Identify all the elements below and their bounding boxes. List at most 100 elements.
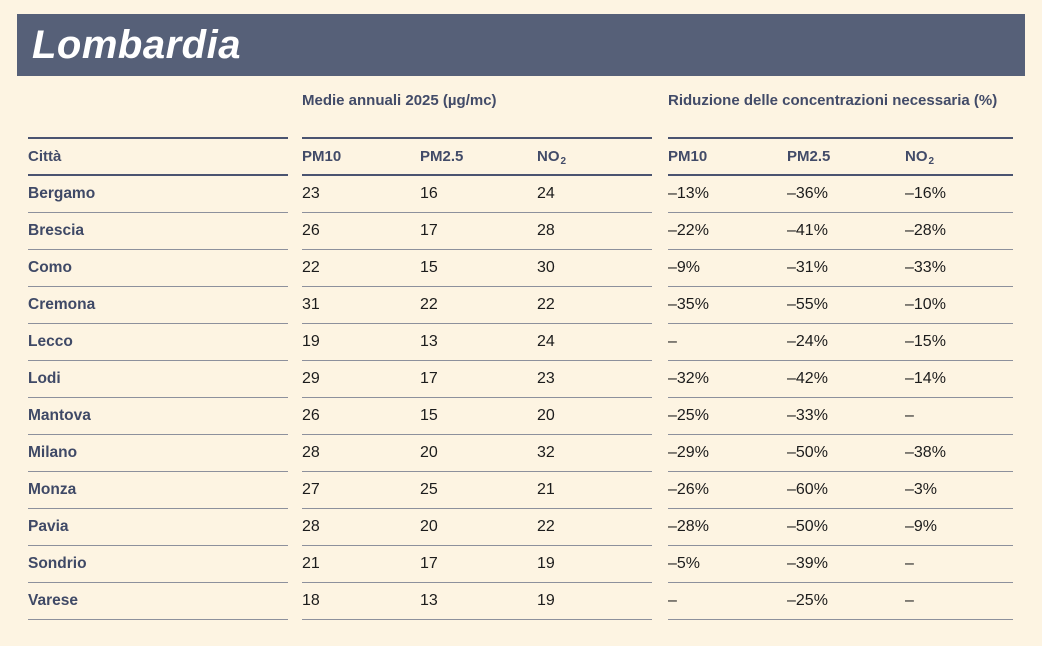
riduzione-pm10-value: –25%: [668, 407, 709, 424]
medie-no2-value: 19: [537, 555, 555, 572]
medie-no2-value: 24: [537, 333, 555, 350]
medie-pm10-value: 22: [302, 259, 320, 276]
medie-pm10-value: 31: [302, 296, 320, 313]
riduzione-pm10-value: –26%: [668, 481, 709, 498]
city-name: Lodi: [28, 361, 288, 398]
riduzione-no2-value: –38%: [905, 444, 946, 461]
riduzione-pm25-value: –60%: [787, 481, 828, 498]
column-header-riduzione-pm10: PM10: [668, 148, 708, 165]
medie-pm25-value: 17: [420, 222, 438, 239]
medie-pm25-value: 15: [420, 259, 438, 276]
region-banner: Lombardia: [17, 14, 1025, 76]
medie-no2-value: 21: [537, 481, 555, 498]
medie-pm25-value: 17: [420, 555, 438, 572]
no2-label-base: NO: [905, 148, 928, 165]
medie-values: 28 20 22: [302, 509, 652, 546]
riduzione-values: –29% –50% –38%: [668, 435, 1013, 472]
riduzione-pm25-value: –33%: [787, 407, 828, 424]
city-name: Mantova: [28, 398, 288, 435]
riduzione-no2-value: –16%: [905, 185, 946, 202]
medie-values: 26 17 28: [302, 213, 652, 250]
riduzione-pm10-value: –35%: [668, 296, 709, 313]
riduzione-column-headers: PM10 PM2.5 NO 2: [668, 139, 1013, 176]
no2-label-base: NO: [537, 148, 560, 165]
column-header-medie-pm25: PM2.5: [420, 148, 464, 165]
riduzione-no2-value: –9%: [905, 518, 938, 535]
column-header-riduzione-pm25: PM2.5: [787, 148, 831, 165]
medie-pm10-value: 28: [302, 444, 320, 461]
riduzione-no2-value: –: [905, 592, 914, 609]
riduzione-pm10-value: –22%: [668, 222, 709, 239]
medie-pm10-value: 21: [302, 555, 320, 572]
medie-values: 28 20 32: [302, 435, 652, 472]
medie-pm10-value: 19: [302, 333, 320, 350]
riduzione-pm25-value: –41%: [787, 222, 828, 239]
group-header-riduzione: Riduzione delle concentrazioni necessari…: [668, 88, 1013, 139]
table-row: Cremona 31 22 22 –35% –55% –10%: [28, 287, 1013, 324]
column-header-row: Città PM10 PM2.5 NO 2 PM10 PM2.5 NO 2: [28, 139, 1013, 176]
riduzione-pm25-value: –39%: [787, 555, 828, 572]
medie-pm10-value: 27: [302, 481, 320, 498]
medie-pm25-value: 22: [420, 296, 438, 313]
medie-values: 29 17 23: [302, 361, 652, 398]
riduzione-values: – –25% –: [668, 583, 1013, 620]
medie-no2-value: 24: [537, 185, 555, 202]
riduzione-no2-value: –33%: [905, 259, 946, 276]
city-name: Bergamo: [28, 176, 288, 213]
city-name: Sondrio: [28, 546, 288, 583]
medie-values: 31 22 22: [302, 287, 652, 324]
city-name: Monza: [28, 472, 288, 509]
column-header-riduzione-no2: NO 2: [905, 139, 1013, 174]
table-row: Como 22 15 30 –9% –31% –33%: [28, 250, 1013, 287]
no2-label-subscript: 2: [560, 156, 567, 167]
medie-pm25-value: 13: [420, 592, 438, 609]
riduzione-pm25-value: –50%: [787, 444, 828, 461]
medie-values: 26 15 20: [302, 398, 652, 435]
table-row: Milano 28 20 32 –29% –50% –38%: [28, 435, 1013, 472]
riduzione-values: –25% –33% –: [668, 398, 1013, 435]
riduzione-pm25-value: –42%: [787, 370, 828, 387]
no2-label-subscript: 2: [928, 156, 935, 167]
table-row: Bergamo 23 16 24 –13% –36% –16%: [28, 176, 1013, 213]
riduzione-values: – –24% –15%: [668, 324, 1013, 361]
column-header-medie-pm10: PM10: [302, 148, 342, 165]
city-name: Brescia: [28, 213, 288, 250]
group-header-medie-label: Medie annuali 2025 (µg/mc): [302, 92, 497, 109]
table-row: Mantova 26 15 20 –25% –33% –: [28, 398, 1013, 435]
riduzione-pm25-value: –25%: [787, 592, 828, 609]
medie-pm10-value: 26: [302, 222, 320, 239]
riduzione-values: –35% –55% –10%: [668, 287, 1013, 324]
table-body: Bergamo 23 16 24 –13% –36% –16% Brescia …: [28, 176, 1013, 620]
medie-values: 27 25 21: [302, 472, 652, 509]
medie-no2-value: 30: [537, 259, 555, 276]
medie-pm25-value: 25: [420, 481, 438, 498]
city-name: Varese: [28, 583, 288, 620]
riduzione-values: –22% –41% –28%: [668, 213, 1013, 250]
riduzione-no2-value: –28%: [905, 222, 946, 239]
medie-pm25-value: 17: [420, 370, 438, 387]
city-name: Pavia: [28, 509, 288, 546]
medie-values: 21 17 19: [302, 546, 652, 583]
medie-values: 22 15 30: [302, 250, 652, 287]
riduzione-pm25-value: –24%: [787, 333, 828, 350]
riduzione-values: –13% –36% –16%: [668, 176, 1013, 213]
city-name: Lecco: [28, 324, 288, 361]
medie-pm25-value: 16: [420, 185, 438, 202]
riduzione-pm25-value: –50%: [787, 518, 828, 535]
riduzione-no2-value: –15%: [905, 333, 946, 350]
riduzione-no2-value: –3%: [905, 481, 938, 498]
riduzione-values: –9% –31% –33%: [668, 250, 1013, 287]
riduzione-values: –32% –42% –14%: [668, 361, 1013, 398]
medie-column-headers: PM10 PM2.5 NO 2: [302, 139, 652, 176]
riduzione-values: –26% –60% –3%: [668, 472, 1013, 509]
riduzione-pm10-value: –32%: [668, 370, 709, 387]
riduzione-no2-value: –: [905, 407, 914, 424]
table-row: Monza 27 25 21 –26% –60% –3%: [28, 472, 1013, 509]
riduzione-pm25-value: –36%: [787, 185, 828, 202]
medie-values: 19 13 24: [302, 324, 652, 361]
city-name: Como: [28, 250, 288, 287]
riduzione-no2-value: –: [905, 555, 914, 572]
riduzione-pm25-value: –31%: [787, 259, 828, 276]
riduzione-pm10-value: –: [668, 592, 677, 609]
